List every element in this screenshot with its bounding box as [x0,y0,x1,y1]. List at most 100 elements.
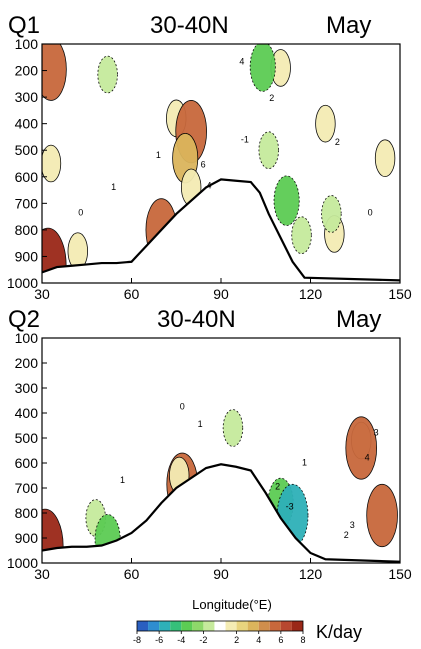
q2-contour-label: -3 [286,501,294,511]
q2-contour-label: 0 [180,401,185,411]
colorbar-swatch [192,621,204,631]
q1-x-tick-label: 150 [388,286,412,302]
colorbar-unit: K/day [316,622,362,642]
q2-surface-line [42,463,400,563]
q1-contour-label: 4 [207,181,212,191]
q2-y-tick-label: 800 [15,505,39,521]
q2-y-tick-label: 100 [15,330,39,346]
q1-y-tick-label: 400 [15,116,39,132]
q2-terrain [42,464,400,563]
q2-y-tick-label: 600 [15,455,39,471]
q2-region-title: 30-40N [157,306,236,333]
q2-contour-label: 3 [374,428,379,438]
colorbar-tick-label: 8 [300,635,305,645]
q2-contour-label: 4 [365,453,370,463]
q1-shaded-region [42,44,67,101]
colorbar-swatch [258,621,270,631]
q1-y-tick-label: 900 [15,248,39,264]
q1-shaded-region [374,139,396,177]
colorbar-swatch [291,621,303,631]
q2-y-tick-label: 1000 [7,555,38,571]
q1-shaded-region [291,216,312,255]
q1-y-tick-label: 100 [15,36,39,52]
q1-x-tick-label: 60 [124,286,140,302]
q1-contour-label: 1 [111,182,116,192]
x-axis-label: Longitude(°E) [192,597,272,612]
q1-y-tick-label: 200 [15,63,39,79]
q2-shaded-region [222,409,244,447]
q1-y-tick-label: 600 [15,169,39,185]
colorbar-frame [136,620,304,632]
q1-contour-label: 2 [269,93,274,103]
q1-contour-label: 2 [335,137,340,147]
q1-shaded-region [97,55,118,94]
colorbar-swatch [280,621,292,631]
q1-shaded-region [42,144,62,183]
colorbar: K/day -8 -6 -4 -2 2 4 6 8 [133,620,362,645]
q2-contour-label: 2 [344,530,349,540]
colorbar-swatch [203,621,215,631]
q2-variable-title: Q2 [8,306,40,333]
q1-shaded-region [315,104,336,143]
q1-shaded-region [258,131,279,170]
q2-contour-label: 3 [350,520,355,530]
q2-y-tick-label: 700 [15,480,39,496]
q1-surface-line [42,178,400,282]
colorbar-tick-label: 4 [256,635,261,645]
q2-shaded-region [345,416,378,480]
q1-field: 0 1 1 4 6 4 2 2 -1 0 [42,44,400,283]
q1-contour-label: 1 [156,150,161,160]
q1-variable-title: Q1 [8,12,40,39]
colorbar-tick-label: -6 [155,635,163,645]
colorbar-swatch [236,621,248,631]
q2-contour-label: 1 [198,419,203,429]
q1-shaded-region [249,44,276,92]
q2-panel: Q2 30-40N May Longitude(°E) 01112-343321… [7,306,412,612]
q2-contour-label: 1 [302,458,307,468]
colorbar-swatch [148,621,160,631]
colorbar-swatch [214,621,226,631]
q2-x-tick-label: 150 [388,566,412,582]
colorbar-swatch [181,621,193,631]
q1-contour-label: 4 [239,57,244,67]
q1-x-tick-label: 120 [299,286,323,302]
q2-x-tick-label: 120 [299,566,323,582]
colorbar-swatch [247,621,259,631]
q2-x-tick-label: 60 [124,566,140,582]
colorbar-tick-label: -4 [177,635,185,645]
q2-x-tick-label: 90 [213,566,229,582]
q1-contour-label: 0 [78,207,83,217]
q2-y-tick-label: 900 [15,530,39,546]
q1-x-tick-label: 90 [213,286,229,302]
q1-y-tick-label: 800 [15,222,39,238]
q1-y-tick-label: 1000 [7,275,38,291]
q2-y-tick-label: 200 [15,355,39,371]
q1-terrain [42,179,400,283]
colorbar-swatch [269,621,281,631]
q1-y-tick-label: 300 [15,89,39,105]
colorbar-swatch [170,621,182,631]
q2-y-tick-label: 300 [15,380,39,396]
colorbar-swatch [137,621,149,631]
q2-month-title: May [336,306,381,333]
colorbar-tick-label: 6 [278,635,283,645]
q1-contour-label: 6 [201,159,206,169]
q1-panel: Q1 30-40N May 0 1 1 4 6 4 2 2 -1 0 100 200 300 400 500… [7,12,412,302]
colorbar-tick-label: 2 [234,635,239,645]
colorbar-swatch [159,621,171,631]
q2-y-tick-label: 500 [15,430,39,446]
q2-contour-label: 1 [120,475,125,485]
q1-shaded-region [273,175,300,226]
colorbar-swatch [225,621,237,631]
q2-contour-label: 2 [275,481,280,491]
q1-region-title: 30-40N [150,12,229,39]
colorbar-tick-label: -8 [133,635,141,645]
q2-shaded-region [366,483,398,548]
q1-month-title: May [326,12,371,39]
q1-y-tick-label: 700 [15,195,39,211]
q1-contour-label: 0 [368,207,373,217]
q1-y-tick-label: 500 [15,142,39,158]
colorbar-tick-label: -2 [199,635,207,645]
